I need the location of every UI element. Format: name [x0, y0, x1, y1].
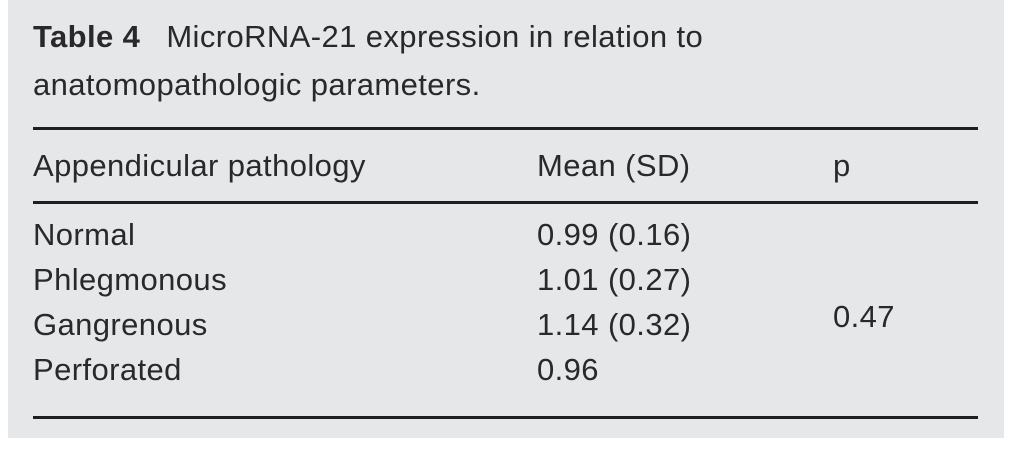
p-value: 0.47: [833, 299, 895, 334]
pathology-cell: Normal: [33, 217, 136, 252]
bottom-rule: [33, 416, 978, 419]
table-row: Normal 0.99 (0.16): [33, 212, 978, 257]
mean-sd-cell: 0.96: [537, 352, 599, 387]
pathology-cell: Perforated: [33, 352, 182, 387]
table-body: Normal 0.99 (0.16) Phlegmonous 1.01 (0.2…: [33, 204, 978, 416]
top-rule: [33, 127, 978, 130]
table-4-content: Table 4 MicroRNA-21 expression in relatio…: [33, 0, 978, 438]
table-row: Gangrenous 1.14 (0.32): [33, 302, 978, 347]
column-header-p: p: [833, 147, 851, 183]
header-rule: [33, 201, 978, 204]
mean-sd-cell: 0.99 (0.16): [537, 217, 692, 252]
table-header-row: Appendicular pathology Mean (SD) p: [33, 130, 978, 201]
table-caption: Table 4 MicroRNA-21 expression in relatio…: [33, 13, 833, 109]
table-caption-line2: anatomopathologic parameters.: [33, 67, 481, 102]
pathology-cell: Phlegmonous: [33, 262, 227, 297]
table-row: Phlegmonous 1.01 (0.27): [33, 257, 978, 302]
mean-sd-cell: 1.01 (0.27): [537, 262, 692, 297]
table-caption-label: Table 4: [33, 19, 141, 54]
mean-sd-cell: 1.14 (0.32): [537, 307, 692, 342]
column-header-appendicular-pathology: Appendicular pathology: [33, 147, 366, 183]
table-row: Perforated 0.96: [33, 347, 978, 392]
pathology-cell: Gangrenous: [33, 307, 208, 342]
p-value-cell: 0.47: [833, 204, 895, 416]
table-4-panel: Table 4 MicroRNA-21 expression in relatio…: [8, 0, 1004, 438]
table-rows: Normal 0.99 (0.16) Phlegmonous 1.01 (0.2…: [33, 212, 978, 392]
table-caption-line1: MicroRNA-21 expression in relation to: [166, 19, 704, 54]
column-header-mean-sd: Mean (SD): [537, 147, 691, 183]
